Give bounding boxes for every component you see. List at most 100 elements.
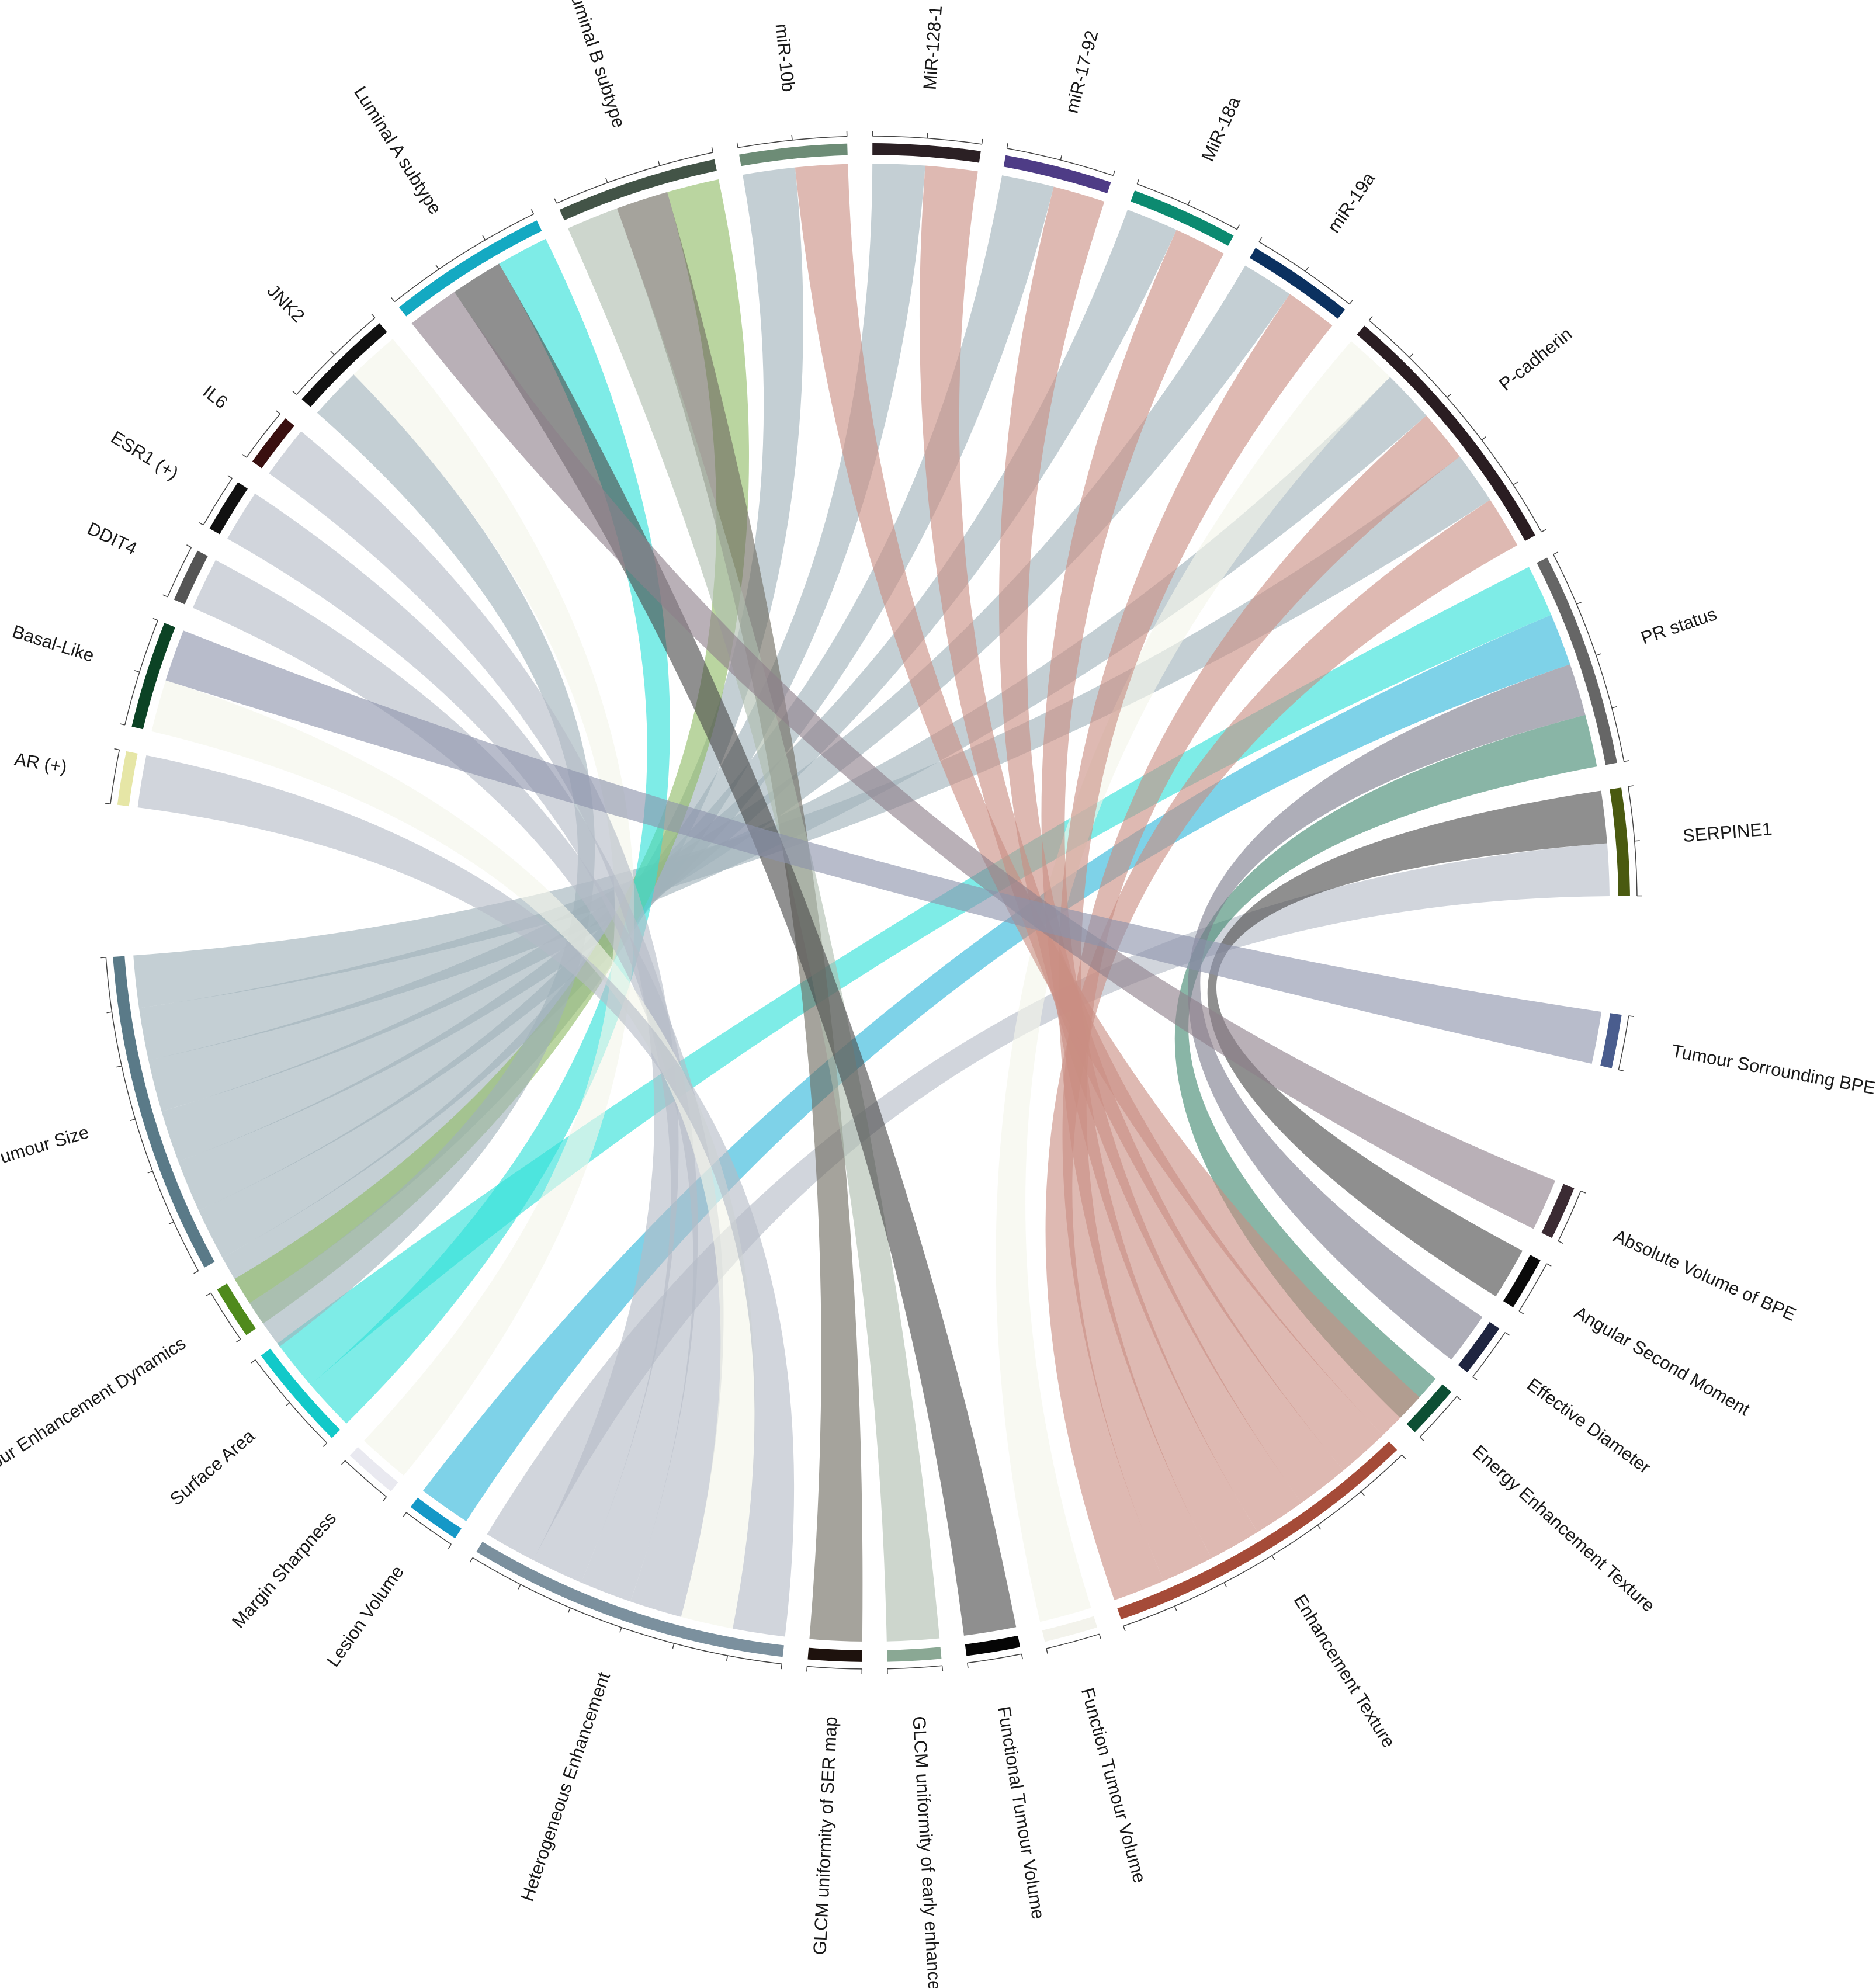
tick-mark bbox=[941, 1666, 944, 1671]
tick-baseline-mir-17-92 bbox=[1007, 148, 1114, 176]
segment-label-angular-second-moment: Angular Second Moment bbox=[1571, 1302, 1754, 1420]
tick-baseline-mir-18a bbox=[1137, 183, 1237, 230]
tick-mark bbox=[1187, 200, 1191, 206]
segment-arc-jnk2 bbox=[301, 323, 387, 407]
segment-arc-enhancement-texture bbox=[1117, 1441, 1398, 1620]
segment-label-p-cadherin: P-cadherin bbox=[1495, 324, 1576, 395]
tick-mark bbox=[1513, 481, 1518, 485]
segment-arc-ar bbox=[117, 751, 138, 807]
tick-baseline-serpine1 bbox=[1628, 786, 1638, 896]
tick-mark bbox=[981, 138, 983, 145]
tick-mark bbox=[1611, 706, 1617, 709]
tick-mark bbox=[1596, 653, 1601, 656]
tick-mark bbox=[168, 1221, 174, 1224]
segment-arc-margin-sharpness bbox=[349, 1447, 398, 1491]
tick-mark bbox=[1481, 436, 1486, 440]
tick-mark bbox=[1618, 1069, 1624, 1071]
tick-mark bbox=[1006, 143, 1008, 149]
tick-mark bbox=[341, 1460, 346, 1465]
ribbon-ddit4-to-heterogeneous-enhancement bbox=[192, 560, 724, 1617]
ribbon-basal-like-to-tumour-sorrounding-bpe bbox=[165, 630, 1602, 1064]
segment-arc-luminal-a-subtype bbox=[398, 220, 542, 317]
tick-mark bbox=[275, 410, 280, 415]
segment-label-ddit4: DDIT4 bbox=[84, 518, 140, 559]
segment-arc-serpine1 bbox=[1610, 787, 1630, 896]
segment-arc-basal-like bbox=[131, 623, 175, 730]
tick-mark bbox=[193, 1270, 199, 1274]
tick-mark bbox=[235, 1338, 241, 1343]
ribbon-mir-18a-to-enhancement-texture bbox=[1041, 230, 1302, 1532]
segment-arc-mir-19a bbox=[1249, 248, 1346, 319]
ribbon-layer bbox=[133, 164, 1610, 1642]
ribbon-pr-status-to-energy-enhancement-texture bbox=[1174, 714, 1597, 1418]
tick-mark bbox=[672, 1643, 675, 1649]
segment-arc-tumour-enhancement-dynamics bbox=[217, 1283, 256, 1335]
tick-mark bbox=[227, 475, 233, 479]
tick-baseline-glcm-uniformity-of-early-enhance bbox=[887, 1665, 942, 1670]
tick-mark bbox=[1558, 1240, 1563, 1244]
tick-mark bbox=[285, 1402, 290, 1407]
segment-arc-mir-10b bbox=[739, 143, 848, 166]
tick-baseline-surface-area bbox=[255, 1359, 328, 1444]
tick-mark bbox=[383, 1496, 387, 1501]
tick-baseline-margin-sharpness bbox=[345, 1460, 387, 1497]
segment-label-mir-128-1: MiR-128-1 bbox=[920, 5, 946, 91]
ribbon-p-cadherin-to-enhancement-texture bbox=[1045, 499, 1518, 1601]
tick-baseline-jnk2 bbox=[296, 317, 376, 395]
tick-mark bbox=[781, 1664, 782, 1670]
tick-mark bbox=[206, 1292, 211, 1296]
ribbon-luminal-a-subtype-to-absolute-volume-of-bpe bbox=[411, 292, 1556, 1229]
tick-mark bbox=[403, 1512, 407, 1517]
tick-mark bbox=[1401, 1455, 1406, 1459]
tick-mark bbox=[1060, 155, 1063, 161]
tick-baseline-mir-128-1 bbox=[872, 136, 982, 145]
segment-arc-mir-18a bbox=[1131, 190, 1234, 246]
segment-label-esr1: ESR1 (+) bbox=[108, 427, 182, 484]
segment-label-tumour-enhancement-dynamics: Tumour Enhancement Dynamics bbox=[0, 1333, 189, 1492]
tick-mark bbox=[469, 1557, 473, 1563]
segment-arc-pr-status bbox=[1537, 557, 1617, 765]
tick-mark bbox=[1518, 1310, 1524, 1314]
ribbon-pr-status-to-effective-diameter bbox=[1188, 664, 1586, 1360]
tick-mark bbox=[1541, 529, 1546, 533]
tick-mark bbox=[1258, 237, 1263, 242]
tick-baseline-mir-19a bbox=[1258, 241, 1350, 305]
tick-mark bbox=[1098, 1633, 1102, 1640]
tick-mark bbox=[1419, 1437, 1424, 1441]
ribbon-esr1--to-heterogeneous-enhancement bbox=[227, 493, 698, 1602]
tick-baseline-functional-tumour-volume bbox=[967, 1653, 1022, 1664]
tick-mark bbox=[330, 351, 335, 355]
segment-label-lesion-volume: Lesion Volume bbox=[323, 1562, 408, 1670]
segment-label-basal-like: Basal-Like bbox=[10, 621, 97, 666]
tick-mark bbox=[711, 147, 714, 153]
tick-layer bbox=[100, 131, 1642, 1674]
tick-mark bbox=[114, 748, 120, 751]
tick-mark bbox=[1580, 1190, 1586, 1194]
tick-mark bbox=[134, 670, 140, 673]
tick-mark bbox=[391, 297, 395, 302]
segment-label-glcm-uniformity-of-ser-map: GLCM uniformity of SER map bbox=[809, 1716, 841, 1955]
tick-mark bbox=[1174, 1606, 1177, 1611]
segment-label-mir-17-92: miR-17-92 bbox=[1062, 28, 1102, 115]
segment-label-function-tumour-volume: Function Tumour Volume bbox=[1077, 1685, 1150, 1885]
tick-mark bbox=[292, 390, 297, 395]
tick-mark bbox=[1472, 1376, 1478, 1380]
tick-mark bbox=[567, 1607, 571, 1613]
ribbon-pr-status-to-lesion-volume bbox=[423, 615, 1570, 1521]
segment-label-mir-10b: miR-10b bbox=[772, 23, 799, 93]
ribbon-p-cadherin-to-tumour-size bbox=[133, 456, 1490, 1008]
segment-label-mir-19a: miR-19a bbox=[1323, 168, 1379, 237]
tick-mark bbox=[1546, 1263, 1552, 1267]
segment-label-surface-area: Surface Area bbox=[166, 1425, 259, 1510]
ribbon-mir-19a-to-enhancement-texture bbox=[1058, 294, 1333, 1559]
segment-arc-glcm-uniformity-of-early-enhance bbox=[887, 1647, 942, 1662]
segment-arc-il6 bbox=[252, 418, 294, 469]
tick-mark bbox=[251, 1359, 256, 1364]
tick-mark bbox=[1349, 300, 1353, 305]
tick-mark bbox=[435, 265, 439, 270]
tick-mark bbox=[619, 1627, 622, 1633]
tick-mark bbox=[323, 1442, 328, 1447]
ribbon-p-cadherin-to-tumour-size bbox=[138, 377, 1427, 1060]
segment-arc-luminal-b-subtype bbox=[559, 159, 717, 221]
